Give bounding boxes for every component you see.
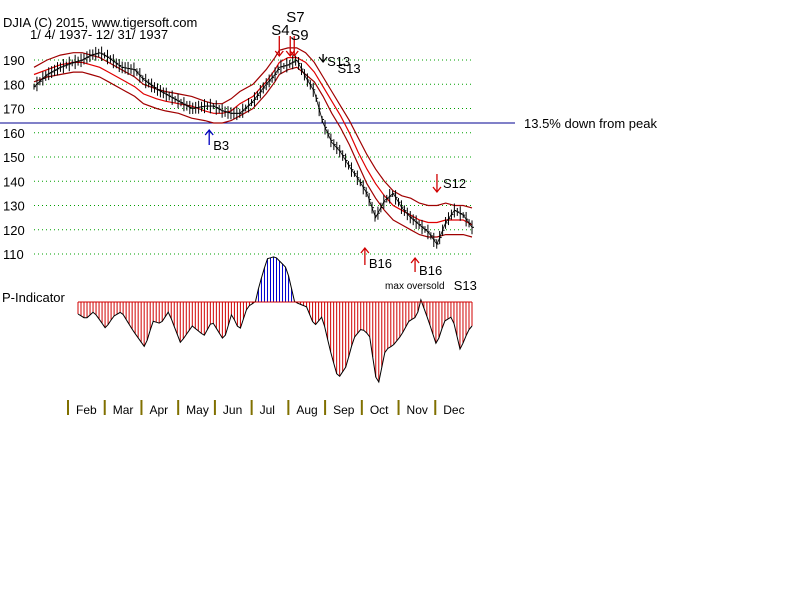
band-upper xyxy=(33,47,473,209)
signal-label: S13 xyxy=(337,61,360,76)
y-tick-label: 190 xyxy=(3,53,25,68)
month-label: Apr xyxy=(149,403,168,417)
chart-header-line1: DJIA (C) 2015, www.tigersoft.com xyxy=(3,15,197,30)
band-middle xyxy=(33,57,473,226)
signal-label: S7 xyxy=(286,9,304,26)
month-label: Aug xyxy=(296,403,317,417)
signal-arrow-head xyxy=(274,50,284,58)
month-label: Feb xyxy=(76,403,97,417)
month-label: Jul xyxy=(260,403,275,417)
indicator-line xyxy=(77,256,473,384)
signal-label: B16 xyxy=(369,256,392,271)
y-tick-label: 180 xyxy=(3,77,25,92)
signal-label: S12 xyxy=(443,176,466,191)
month-label: May xyxy=(186,403,209,417)
signal-label: B16 xyxy=(419,263,442,278)
month-axis: Feb Mar Apr May Jun Jul Aug Sep Oct Nov Dec xyxy=(67,400,465,417)
peak-line-label: 13.5% down from peak xyxy=(524,116,657,131)
signal-label: S4 xyxy=(271,22,289,39)
price-axis-labels: 110 120 130 140 150 160 170 180 190 xyxy=(3,53,25,262)
month-label: Jun xyxy=(223,403,242,417)
signal-label: S9 xyxy=(290,27,308,44)
chart-header-line2: 1/ 4/ 1937- 12/ 31/ 1937 xyxy=(30,27,168,42)
band-lower xyxy=(33,66,473,238)
y-tick-label: 110 xyxy=(3,247,24,262)
price-gridlines xyxy=(34,59,472,255)
signal-arrow-head xyxy=(318,56,328,64)
y-tick-label: 150 xyxy=(3,150,25,165)
y-tick-label: 160 xyxy=(3,126,25,141)
month-label: Oct xyxy=(370,403,389,417)
signal-arrow-head xyxy=(360,246,370,254)
signal-arrow-head xyxy=(410,256,420,264)
price-bars xyxy=(33,46,474,249)
y-tick-label: 120 xyxy=(3,223,25,238)
indicator-label: P-Indicator xyxy=(2,290,66,305)
price-line xyxy=(33,52,473,246)
signal-arrow-head xyxy=(204,128,214,136)
y-tick-label: 130 xyxy=(3,199,25,214)
month-label: Mar xyxy=(113,403,134,417)
signal-arrow-head xyxy=(289,50,299,58)
month-label: Nov xyxy=(407,403,428,417)
signal-arrow-head xyxy=(285,50,295,58)
signal-label: S13 xyxy=(327,54,350,69)
y-tick-label: 170 xyxy=(3,102,25,117)
signal-arrow-head xyxy=(432,186,442,194)
month-label: Sep xyxy=(333,403,355,417)
signal-label: max oversold xyxy=(385,281,444,292)
month-label: Dec xyxy=(443,403,464,417)
signal-label: B3 xyxy=(213,138,229,153)
p-indicator-bars xyxy=(77,256,473,384)
signal-label: S13 xyxy=(454,278,477,293)
y-tick-label: 140 xyxy=(3,174,25,189)
price-bands xyxy=(33,47,473,238)
